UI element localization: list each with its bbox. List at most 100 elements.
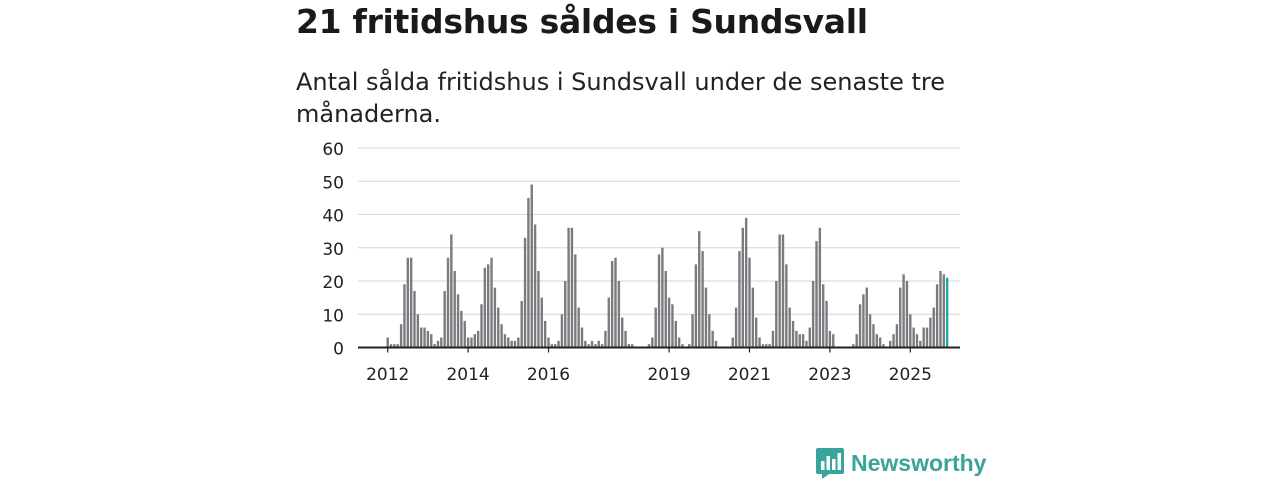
bar bbox=[818, 227, 822, 348]
bar bbox=[828, 330, 832, 348]
bar bbox=[527, 197, 530, 348]
chart-title: 21 fritidshus såldes i Sundsvall bbox=[296, 2, 868, 41]
bar bbox=[925, 327, 929, 348]
bar bbox=[882, 344, 885, 348]
newsworthy-logo[interactable]: Newsworthy bbox=[815, 446, 986, 480]
bar bbox=[912, 327, 915, 348]
bar bbox=[771, 330, 775, 348]
bar bbox=[935, 284, 939, 348]
bar bbox=[456, 294, 460, 348]
bar bbox=[483, 267, 487, 348]
bar bbox=[587, 344, 590, 348]
bar bbox=[393, 344, 396, 348]
bar bbox=[681, 344, 684, 348]
bar bbox=[778, 234, 781, 348]
bar bbox=[815, 241, 818, 348]
bar bbox=[795, 330, 798, 348]
brand-name: Newsworthy bbox=[851, 449, 987, 476]
bar bbox=[577, 307, 580, 348]
bar bbox=[801, 334, 805, 348]
bar bbox=[671, 304, 674, 348]
bar bbox=[470, 337, 473, 348]
bar bbox=[550, 344, 554, 348]
y-tick-label: 60 bbox=[322, 140, 344, 160]
bar bbox=[915, 334, 919, 348]
bar bbox=[929, 317, 932, 348]
y-tick-label: 50 bbox=[322, 173, 344, 193]
bar bbox=[872, 324, 875, 348]
x-tick-label: 2021 bbox=[728, 365, 771, 385]
bar bbox=[765, 344, 768, 348]
bar bbox=[865, 287, 868, 348]
bar bbox=[607, 297, 610, 348]
bar-series bbox=[386, 184, 949, 348]
latest-value-label: 21 bbox=[946, 0, 966, 4]
x-tick-label: 2016 bbox=[527, 365, 570, 385]
bar bbox=[507, 337, 510, 348]
bar bbox=[513, 340, 517, 348]
bar bbox=[560, 314, 564, 348]
bar bbox=[744, 217, 748, 348]
bar bbox=[473, 334, 476, 348]
y-tick-label: 10 bbox=[322, 306, 344, 326]
bar bbox=[734, 307, 738, 348]
bar bbox=[909, 314, 912, 348]
bar bbox=[466, 337, 470, 348]
bar bbox=[798, 334, 801, 348]
chart-subtitle: Antal sålda fritidshus i Sundsvall under… bbox=[296, 68, 945, 128]
bar bbox=[694, 264, 698, 348]
bar bbox=[409, 257, 413, 348]
bar bbox=[631, 344, 634, 348]
bar bbox=[594, 344, 597, 348]
x-tick-label: 2019 bbox=[647, 365, 690, 385]
bar bbox=[731, 337, 734, 348]
bar bbox=[878, 337, 882, 348]
bar bbox=[543, 320, 547, 348]
bar bbox=[875, 334, 878, 348]
bar bbox=[919, 340, 922, 348]
bar bbox=[510, 340, 513, 348]
bar bbox=[654, 307, 657, 348]
bar-latest bbox=[945, 277, 949, 348]
bar bbox=[661, 247, 664, 348]
bar bbox=[751, 287, 755, 348]
bar bbox=[600, 344, 604, 348]
bar bbox=[493, 287, 497, 348]
bar bbox=[701, 251, 704, 348]
bar bbox=[487, 264, 490, 348]
bar bbox=[604, 330, 607, 348]
bar bbox=[450, 234, 453, 348]
bar bbox=[547, 337, 550, 348]
bar bbox=[463, 320, 466, 348]
bar bbox=[584, 340, 587, 348]
bar bbox=[430, 334, 433, 348]
bar bbox=[523, 237, 527, 348]
bar bbox=[590, 340, 594, 348]
bar bbox=[413, 290, 416, 348]
bar bbox=[942, 274, 945, 348]
bar bbox=[570, 227, 574, 348]
bar bbox=[554, 344, 557, 348]
bar bbox=[711, 330, 714, 348]
bar bbox=[704, 287, 708, 348]
bar bbox=[892, 334, 895, 348]
bar bbox=[855, 334, 858, 348]
bar bbox=[420, 327, 423, 348]
bar bbox=[791, 320, 795, 348]
bar bbox=[748, 257, 751, 348]
bar bbox=[667, 297, 671, 348]
bar bbox=[858, 304, 862, 348]
bar bbox=[889, 340, 892, 348]
bar bbox=[708, 314, 711, 348]
bar bbox=[677, 337, 681, 348]
bar bbox=[500, 324, 503, 348]
bar bbox=[574, 254, 577, 348]
bar bbox=[862, 294, 865, 348]
bar bbox=[741, 227, 744, 348]
bar bbox=[621, 317, 624, 348]
y-axis-tick-labels: 0 10 20 30 40 50 60 bbox=[322, 140, 344, 360]
bar bbox=[406, 257, 409, 348]
bar bbox=[440, 337, 443, 348]
bar bbox=[674, 320, 677, 348]
